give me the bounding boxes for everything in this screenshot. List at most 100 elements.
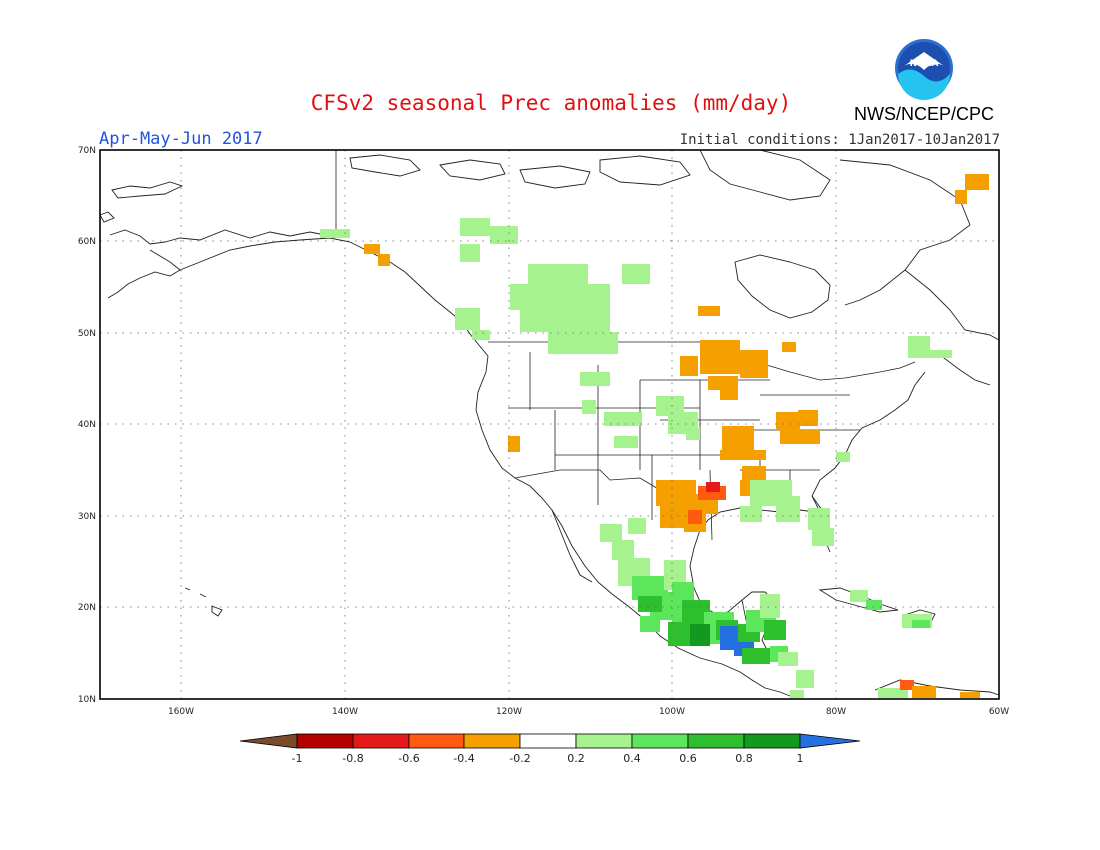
anomaly-cell: [760, 594, 780, 618]
anomaly-cell: [742, 648, 770, 664]
lon-label-140w: 140W: [332, 707, 358, 717]
anomaly-cell: [708, 376, 738, 390]
lat-label-10n: 10N: [78, 695, 96, 705]
anomaly-cell: [706, 482, 720, 492]
anomaly-cell: [720, 450, 766, 460]
anomaly-cell: [776, 412, 800, 430]
anomaly-cell: [460, 244, 480, 262]
anomaly-cell: [798, 410, 818, 426]
legend-swatch-6: [575, 733, 633, 749]
anomaly-cell: [582, 400, 596, 414]
anomaly-cell: [796, 670, 814, 688]
anomaly-cell: [490, 226, 518, 244]
anomaly-cell: [930, 350, 952, 358]
anomaly-cell: [455, 308, 480, 330]
anomaly-cell: [640, 616, 660, 632]
agency-label: NWS/NCEP/CPC: [854, 104, 994, 124]
legend-tick: -1: [292, 752, 303, 765]
lon-label-80w: 80W: [826, 707, 846, 717]
legend-tick-labels: -1 -0.8 -0.6 -0.4 -0.2 0.2 0.4 0.6 0.8 1: [292, 752, 804, 765]
anomaly-cell: [700, 340, 740, 374]
legend-tick: -0.2: [509, 752, 530, 765]
lat-label-40n: 40N: [78, 420, 96, 430]
legend-swatch-5: [519, 733, 577, 749]
anomaly-cell: [668, 622, 690, 646]
lat-label-30n: 30N: [78, 512, 96, 522]
anomaly-cell: [900, 680, 914, 690]
anomaly-cell: [628, 518, 646, 534]
anomaly-cell: [508, 436, 520, 452]
anomaly-cell: [764, 620, 786, 640]
anomaly-cell: [782, 342, 796, 352]
legend-tick: 0.2: [567, 752, 585, 765]
anomaly-cell: [460, 218, 490, 236]
anomaly-cell: [612, 540, 634, 560]
anomaly-cell: [690, 624, 710, 646]
longitude-labels: 160W 140W 120W 100W 80W 60W: [168, 707, 1009, 717]
chart-title: CFSv2 seasonal Prec anomalies (mm/day): [311, 91, 791, 115]
legend-tick: 0.8: [735, 752, 753, 765]
lon-label-60w: 60W: [989, 707, 1009, 717]
lat-label-20n: 20N: [78, 603, 96, 613]
anomaly-cell: [955, 190, 967, 204]
anomaly-cell: [604, 412, 642, 426]
anomaly-cell: [688, 510, 702, 524]
anomaly-cell: [780, 430, 820, 444]
anomaly-cell: [548, 332, 618, 354]
legend-swatch-3: [408, 733, 465, 749]
anomaly-cell: [722, 426, 754, 452]
lon-label-120w: 120W: [496, 707, 522, 717]
color-legend: -1 -0.8 -0.6 -0.4 -0.2 0.2 0.4 0.6 0.8 1: [239, 733, 861, 765]
anomaly-cell: [836, 452, 850, 462]
logo-text: NOAA: [910, 59, 939, 69]
legend-tick: -0.4: [453, 752, 474, 765]
anomaly-cell: [638, 596, 662, 612]
noaa-logo: NOAA: [895, 39, 953, 100]
anomaly-cell: [960, 692, 980, 698]
coastlines: [99, 149, 1000, 699]
latitude-labels: 70N 60N 50N 40N 30N 20N 10N: [78, 146, 96, 705]
anomaly-cell: [680, 356, 698, 376]
season-label: Apr-May-Jun 2017: [99, 129, 263, 149]
anomaly-cell: [742, 466, 766, 480]
anomaly-cell: [656, 480, 696, 506]
anomaly-cell: [528, 264, 588, 284]
anomaly-cell: [965, 174, 989, 190]
anomaly-cell: [614, 436, 638, 448]
anomaly-cell: [912, 620, 930, 628]
anomaly-cells: [320, 174, 989, 698]
map-frame: [99, 149, 1000, 700]
anomaly-cell: [740, 350, 768, 378]
lat-label-70n: 70N: [78, 146, 96, 156]
anomaly-cell: [698, 306, 720, 316]
legend-swatch-7: [631, 733, 689, 749]
anomaly-cell: [510, 284, 610, 310]
anomaly-cell: [364, 244, 380, 254]
legend-swatch-8: [687, 733, 745, 749]
legend-tick: 0.4: [623, 752, 641, 765]
anomaly-cell: [912, 686, 936, 698]
anomaly-cell: [778, 652, 798, 666]
anomaly-cell: [378, 254, 390, 266]
anomaly-cell: [520, 310, 610, 332]
anomaly-cell: [908, 336, 930, 358]
graticule: [100, 150, 999, 699]
anomaly-cell: [472, 330, 490, 340]
anomaly-cell: [740, 506, 762, 522]
anomaly-cell: [686, 428, 700, 440]
anomaly-cell: [580, 372, 610, 386]
lon-label-160w: 160W: [168, 707, 194, 717]
anomaly-cell: [808, 508, 830, 530]
legend-high-arrow: [799, 733, 861, 749]
lat-label-50n: 50N: [78, 329, 96, 339]
legend-swatch-9: [743, 733, 801, 749]
lat-label-60n: 60N: [78, 237, 96, 247]
anomaly-cell: [850, 590, 868, 602]
legend-tick: -0.6: [398, 752, 419, 765]
anomaly-cell: [812, 528, 834, 546]
anomaly-cell: [600, 524, 622, 542]
legend-low-arrow: [239, 733, 298, 749]
legend-tick: 1: [797, 752, 804, 765]
anomaly-cell: [878, 688, 908, 698]
